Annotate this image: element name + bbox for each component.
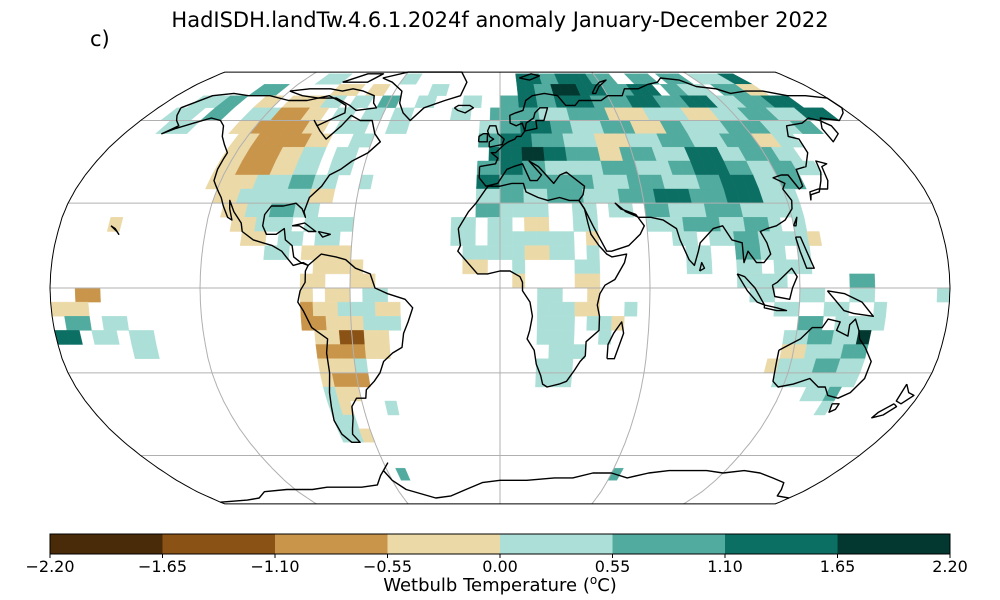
coastline [772,318,872,399]
coastline [161,92,381,267]
anomaly-cell [806,231,823,246]
colorbar-tick-label: 1.10 [707,557,743,576]
colorbar-tick-label: −0.55 [362,557,413,576]
colorbar-tick-label: −1.10 [250,557,300,576]
coastline [524,107,549,132]
anomaly-cell [436,84,450,96]
coastline [289,88,378,112]
coastline [477,133,489,143]
anomaly-cell [106,217,124,232]
coastline [110,225,120,235]
anomaly-cell [813,400,835,416]
coastline [519,73,541,81]
longitude-gridline [349,71,409,505]
anomaly-cell [387,316,402,331]
anomaly-cell [407,73,423,85]
anomaly-cell [66,330,83,345]
coastline [794,236,815,269]
anomaly-cell [103,330,120,345]
coastline [486,125,505,148]
anomaly-cell [471,95,483,109]
anomaly-cell [624,301,638,317]
longitude-gridline [683,71,801,505]
anomaly-cell [143,344,160,359]
graticule [50,71,950,505]
colorbar-bin [387,534,500,554]
colorbar-bin [500,534,613,554]
colorbar-tick-label: 0.55 [594,557,631,576]
coastline [457,182,628,388]
coastline [895,383,915,405]
colorbar-tick-label: 0.00 [482,557,518,576]
map-boundary [49,71,951,505]
anomaly-cell [802,160,823,176]
coastline [826,290,874,317]
coastline [606,321,625,360]
panel-label: c) [90,27,110,51]
coastline [828,403,840,413]
colorbar-bin [162,534,275,554]
coastline [453,104,475,114]
coastline [763,304,788,312]
anomaly-cell [384,400,400,416]
colorbar-bin [612,534,725,554]
coastline [220,462,790,503]
colorbar-bin [275,534,388,554]
anomaly-cell [597,330,612,345]
coastline [591,79,607,95]
coastline [342,73,385,83]
colorbar-tick-label: 1.65 [819,557,856,576]
coastline [809,160,829,201]
anomaly-cell [871,316,886,331]
longitude-gridline [199,71,317,505]
colorbar-bin [725,534,838,554]
colorbar-tick-label: 2.20 [932,557,968,576]
coastline [871,403,898,419]
coastline [291,222,317,233]
colorbar-label: Wetbulb Temperature (oC) [383,573,617,596]
anomaly-cell [395,468,411,481]
map-title: HadISDH.landTw.4.6.1.2024f anomaly Janua… [171,8,829,32]
longitude-gridline [591,71,651,505]
colorbar-tick-label: −1.65 [137,557,188,576]
coastline [771,267,798,300]
coastlines [110,71,915,503]
coastline [698,261,706,272]
coastline [478,77,844,267]
coastline [317,230,331,238]
anomaly-cell [376,344,391,359]
coastline [297,253,414,443]
coastline [792,216,798,227]
anomaly-cell [572,344,587,359]
colorbar-bin [50,534,163,554]
colorbar-tick-label: −2.20 [25,557,75,576]
colorbar-bin [837,534,950,554]
